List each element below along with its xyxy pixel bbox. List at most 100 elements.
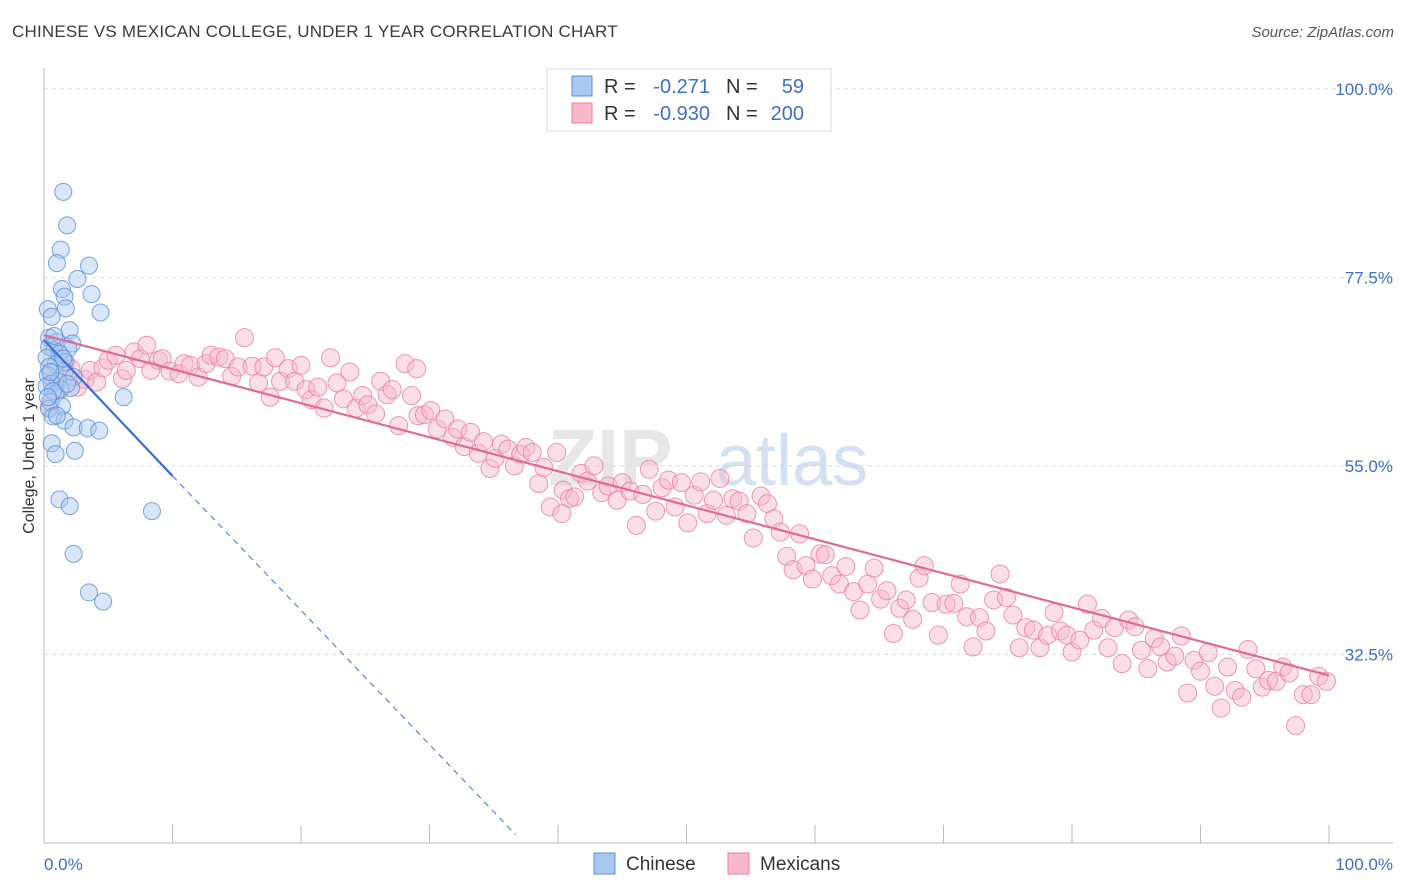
data-point <box>41 363 60 382</box>
data-point <box>42 434 61 453</box>
data-point <box>254 357 274 377</box>
data-point <box>79 583 98 602</box>
data-point <box>333 389 353 409</box>
data-point <box>47 254 66 273</box>
data-point <box>1112 654 1132 674</box>
data-point <box>296 380 316 400</box>
stats-legend-text: -0.930 <box>653 103 710 125</box>
stats-legend-text: N = <box>726 76 758 98</box>
data-point <box>54 349 73 368</box>
data-point <box>607 490 627 510</box>
data-point <box>1157 652 1177 672</box>
data-point <box>58 216 77 235</box>
data-point <box>402 385 422 405</box>
data-point <box>395 354 415 374</box>
data-point <box>990 564 1010 584</box>
stats-legend-text: -0.271 <box>653 76 710 98</box>
data-point <box>234 328 254 348</box>
data-point <box>976 621 996 641</box>
data-point <box>79 256 98 275</box>
data-point <box>877 581 897 601</box>
trend-lines <box>43 334 1330 835</box>
data-point <box>963 637 983 657</box>
data-point <box>936 594 956 614</box>
data-point <box>473 432 493 452</box>
data-point <box>652 478 672 498</box>
data-point <box>377 385 397 405</box>
y-tick-labels: 32.5% 55.0% 77.5% 100.0% <box>1335 80 1393 665</box>
data-point <box>78 419 97 438</box>
data-point <box>60 321 79 340</box>
data-point <box>291 355 311 375</box>
x-tick-label-right: 100.0% <box>1335 855 1393 874</box>
data-point <box>75 370 95 390</box>
data-point <box>435 409 455 429</box>
data-point <box>516 437 536 457</box>
watermark-zip: ZIP <box>548 413 672 502</box>
data-point <box>209 347 229 367</box>
data-point <box>1286 716 1306 736</box>
data-point <box>201 345 221 365</box>
data-point <box>1178 683 1198 703</box>
data-point <box>1165 646 1185 666</box>
data-point <box>64 418 83 437</box>
y-tick-label: 32.5% <box>1345 645 1393 664</box>
stats-legend-swatch <box>571 75 593 97</box>
data-point <box>850 600 870 620</box>
data-point <box>710 468 730 488</box>
y-tick-label: 55.0% <box>1345 457 1393 476</box>
data-point <box>52 280 71 299</box>
data-point <box>46 445 65 464</box>
stats-legend-text: 200 <box>771 103 804 125</box>
data-point <box>265 348 285 368</box>
data-point <box>59 339 78 358</box>
data-point <box>547 442 567 462</box>
stats-legend-text: R = <box>604 103 636 125</box>
data-point <box>87 372 107 392</box>
data-point <box>58 374 77 393</box>
data-point <box>903 609 923 629</box>
data-point <box>68 269 87 288</box>
stats-legend-text: 59 <box>782 76 804 98</box>
data-point <box>407 359 427 379</box>
data-point <box>1191 661 1210 681</box>
data-point <box>896 590 916 610</box>
data-point <box>1217 657 1237 677</box>
data-point <box>38 388 57 407</box>
stats-legend-box <box>546 68 832 132</box>
data-point <box>90 421 109 440</box>
data-point <box>114 388 133 407</box>
stats-legend-text: N = <box>726 103 758 125</box>
data-point <box>65 441 84 460</box>
data-point <box>82 285 101 304</box>
data-point <box>671 473 691 493</box>
data-point <box>54 182 73 201</box>
y-tick-label: 100.0% <box>1335 80 1393 99</box>
data-point <box>1205 676 1225 696</box>
data-point <box>922 592 942 612</box>
data-point <box>382 380 402 400</box>
data-point <box>1232 687 1252 707</box>
data-point <box>116 360 136 380</box>
data-point <box>308 377 328 397</box>
data-point <box>1070 630 1090 650</box>
data-point <box>137 335 157 355</box>
data-point <box>1003 605 1023 625</box>
data-point <box>691 472 711 492</box>
data-point <box>389 416 409 436</box>
data-point <box>51 240 70 259</box>
data-point <box>522 442 542 462</box>
data-point <box>864 558 884 578</box>
data-point <box>1138 659 1158 679</box>
data-point <box>1301 685 1321 705</box>
stats-legend-text: R = <box>604 76 636 98</box>
data-point <box>1044 603 1064 623</box>
mexicans-trend-line <box>43 334 1330 677</box>
data-point <box>480 458 500 478</box>
data-point <box>928 625 948 645</box>
data-point <box>427 419 447 439</box>
data-point <box>810 544 830 564</box>
data-point <box>1009 638 1029 658</box>
data-point <box>228 357 248 377</box>
